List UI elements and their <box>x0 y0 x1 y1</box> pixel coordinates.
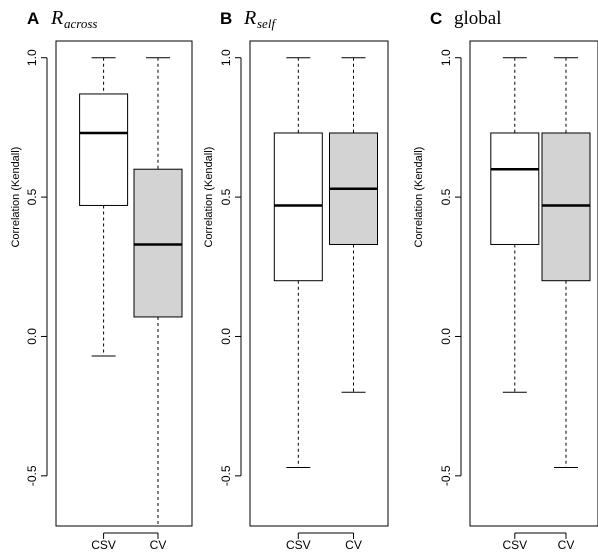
iqr-box <box>541 132 591 282</box>
y-tick-label: 0.0 <box>439 328 453 345</box>
x-axis: CSV CV <box>286 532 362 552</box>
panel-title-symbol: R <box>50 7 63 29</box>
y-tick-label: 0.0 <box>25 328 39 345</box>
y-tick-label: 0.5 <box>219 188 233 205</box>
y-tick-label: 1.0 <box>219 49 233 66</box>
x-tick-label-csv: CSV <box>91 538 116 552</box>
y-axis-label: Correlation (Kendall) <box>203 147 215 248</box>
y-tick-label: 1.0 <box>25 49 39 66</box>
iqr-box <box>133 168 183 318</box>
y-tick-label: 1.0 <box>439 49 453 66</box>
panel-letter: C <box>430 9 442 28</box>
panel-letter: B <box>220 9 232 28</box>
x-axis: CSV CV <box>502 532 575 552</box>
x-tick-label-cv: CV <box>150 538 167 552</box>
iqr-box <box>490 132 540 245</box>
panel-title-subscript: self <box>257 16 277 31</box>
x-tick-label-csv: CSV <box>286 538 311 552</box>
panel-title-word: global <box>454 8 502 29</box>
panel-title-symbol: R <box>243 7 256 29</box>
y-axis: -0.5 0.0 0.5 1.0 <box>219 49 242 486</box>
panel-letter: A <box>27 9 39 28</box>
box-csv <box>490 57 540 393</box>
y-tick-label: -0.5 <box>439 465 453 486</box>
plot-frame <box>55 40 193 527</box>
x-axis: CSV CV <box>91 532 167 552</box>
y-tick-label: 0.5 <box>25 188 39 205</box>
x-tick-label-cv: CV <box>558 538 575 552</box>
box-cv <box>133 57 183 527</box>
y-axis-label: Correlation (Kendall) <box>10 147 22 248</box>
x-tick-label-csv: CSV <box>502 538 527 552</box>
box-csv <box>273 57 323 468</box>
panel-title-subscript: across <box>64 16 97 31</box>
y-axis: -0.5 0.0 0.5 1.0 <box>25 49 48 486</box>
box-csv <box>79 57 129 357</box>
box-cv <box>541 57 591 468</box>
y-tick-label: -0.5 <box>25 465 39 486</box>
y-tick-label: 0.0 <box>219 328 233 345</box>
plot-frame <box>249 40 389 527</box>
y-axis-label: Correlation (Kendall) <box>413 147 425 248</box>
y-tick-label: -0.5 <box>219 465 233 486</box>
iqr-box <box>79 93 129 206</box>
iqr-box <box>273 132 323 282</box>
y-axis: -0.5 0.0 0.5 1.0 <box>439 49 462 486</box>
x-tick-label-cv: CV <box>345 538 362 552</box>
plot-frame <box>469 40 598 527</box>
box-cv <box>329 57 378 393</box>
y-tick-label: 0.5 <box>439 188 453 205</box>
